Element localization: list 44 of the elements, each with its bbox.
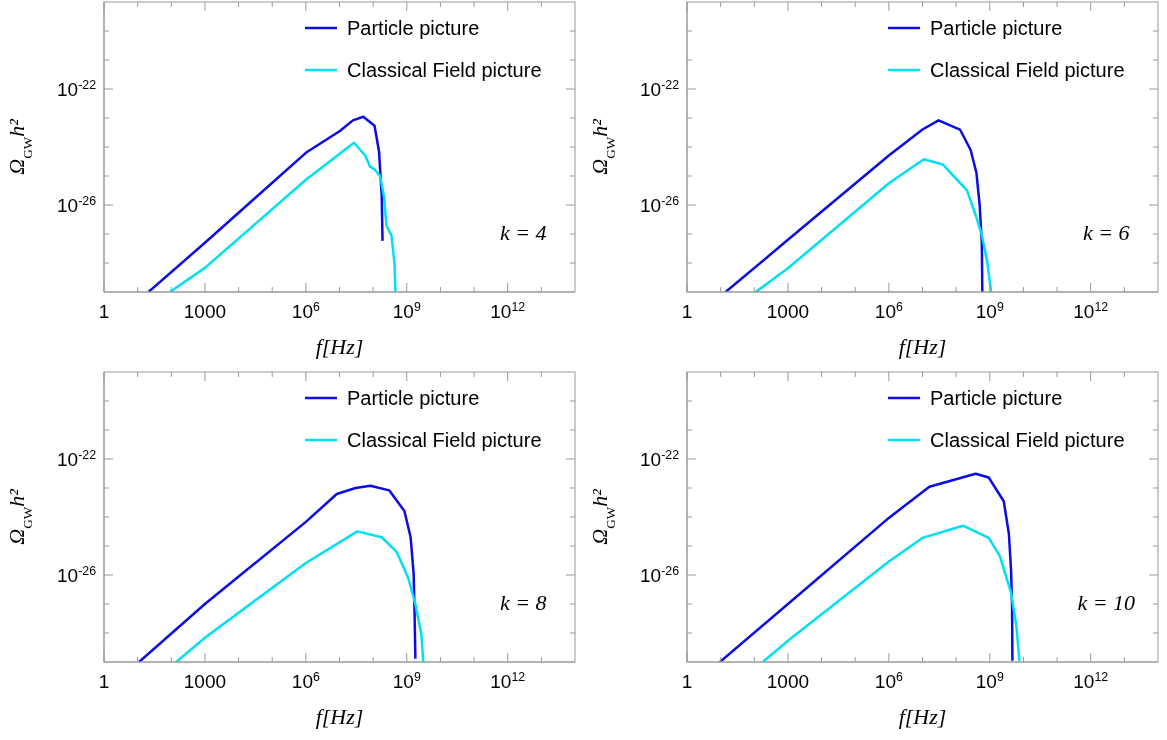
- x-tick-label: 1000: [183, 671, 227, 692]
- y-tick-label: 10$^{-22}$: [57, 78, 97, 100]
- x-tick-label: 1000: [766, 671, 810, 692]
- y-tick-label: 10$^{-22}$: [57, 448, 97, 470]
- y-tick-label: 10$^{-22}$: [640, 78, 680, 100]
- x-tick-label: 10$^{12}$: [1073, 670, 1109, 692]
- annotation: k = 4: [499, 219, 547, 245]
- legend-label: Particle picture: [930, 17, 1063, 39]
- x-tick-label: 10$^{9}$: [392, 300, 421, 322]
- legend-label: Classical Field picture: [930, 429, 1125, 451]
- x-tick-label: 10$^{9}$: [975, 670, 1004, 692]
- x-tick-label: 10$^{6}$: [874, 670, 903, 692]
- x-tick-label: 1000: [183, 301, 227, 322]
- x-axis-title: f[Hz]: [315, 334, 364, 359]
- x-tick-label: 10$^{6}$: [291, 300, 320, 322]
- x-tick-label: 10$^{12}$: [490, 670, 526, 692]
- legend-label: Particle picture: [930, 387, 1063, 409]
- x-axis-title: f[Hz]: [898, 334, 947, 359]
- legend-label: Classical Field picture: [347, 59, 542, 81]
- x-tick-label: 10$^{6}$: [291, 670, 320, 692]
- x-tick-label: 10$^{9}$: [975, 300, 1004, 322]
- x-tick-label: 1: [98, 301, 110, 322]
- x-axis-title: f[Hz]: [315, 704, 364, 729]
- y-tick-label: 10$^{-26}$: [640, 564, 680, 586]
- legend-label: Classical Field picture: [347, 429, 542, 451]
- legend-label: Particle picture: [347, 387, 480, 409]
- x-axis-title: f[Hz]: [898, 704, 947, 729]
- x-tick-label: 1: [98, 671, 110, 692]
- x-tick-label: 10$^{6}$: [874, 300, 903, 322]
- y-tick-label: 10$^{-26}$: [57, 564, 97, 586]
- x-tick-label: 1: [681, 671, 693, 692]
- annotation: k = 10: [1077, 589, 1135, 615]
- y-tick-label: 10$^{-26}$: [57, 194, 97, 216]
- y-tick-label: 10$^{-22}$: [640, 448, 680, 470]
- annotation: k = 8: [499, 589, 547, 615]
- x-tick-label: 10$^{12}$: [1073, 300, 1109, 322]
- x-tick-label: 1000: [766, 301, 810, 322]
- x-tick-label: 10$^{12}$: [490, 300, 526, 322]
- legend-label: Particle picture: [347, 17, 480, 39]
- x-tick-label: 1: [681, 301, 693, 322]
- annotation: k = 6: [1082, 219, 1130, 245]
- legend-label: Classical Field picture: [930, 59, 1125, 81]
- y-tick-label: 10$^{-26}$: [640, 194, 680, 216]
- x-tick-label: 10$^{9}$: [392, 670, 421, 692]
